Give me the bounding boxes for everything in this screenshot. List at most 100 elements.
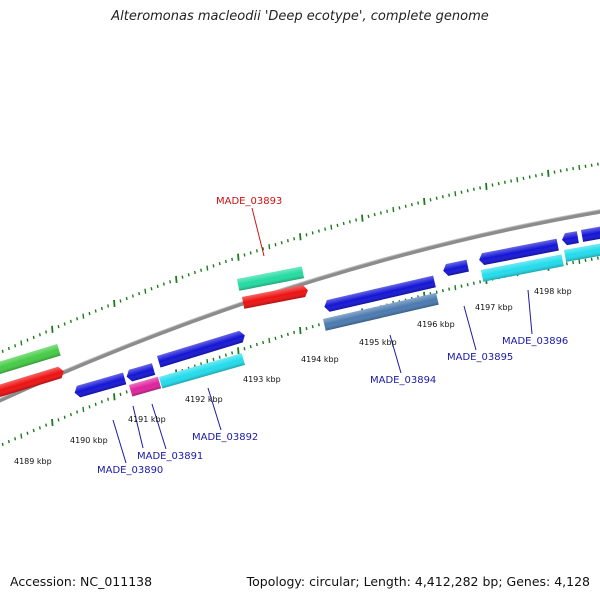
tick-mark bbox=[224, 353, 227, 357]
tick-mark bbox=[317, 323, 320, 327]
tick-mark bbox=[82, 313, 85, 319]
tick-mark bbox=[336, 223, 339, 228]
tick-mark bbox=[193, 270, 196, 275]
kbp-label: 4189 kbp bbox=[14, 457, 52, 466]
tick-mark bbox=[417, 201, 420, 205]
tick-mark bbox=[51, 325, 54, 333]
kbp-label: 4192 kbp bbox=[185, 395, 223, 404]
tick-mark bbox=[293, 330, 296, 335]
genome-backbone bbox=[0, 209, 600, 403]
tick-mark bbox=[100, 306, 103, 311]
tick-mark bbox=[510, 179, 513, 183]
tick-mark bbox=[218, 355, 221, 359]
kbp-labels: 4189 kbp 4190 kbp 4191 kbp 4192 kbp 4193… bbox=[14, 287, 572, 466]
gene-label-made-03896[interactable]: MADE_03896 bbox=[502, 336, 568, 347]
tick-mark bbox=[324, 227, 327, 231]
tick-mark bbox=[200, 362, 203, 366]
tick-mark bbox=[305, 233, 308, 237]
tick-mark bbox=[565, 262, 568, 266]
tick-mark bbox=[69, 412, 72, 417]
tick-mark bbox=[76, 317, 79, 321]
tick-mark bbox=[522, 176, 525, 180]
tick-mark bbox=[503, 180, 506, 184]
tick-mark bbox=[268, 244, 271, 250]
tick-mark bbox=[14, 437, 17, 441]
tick-mark bbox=[138, 291, 141, 296]
gene-label-made-03891[interactable]: MADE_03891 bbox=[137, 451, 203, 462]
tick-mark bbox=[94, 309, 97, 313]
tick-mark bbox=[38, 333, 41, 337]
tick-mark bbox=[441, 195, 444, 199]
tick-mark bbox=[200, 268, 203, 272]
tick-mark bbox=[472, 187, 475, 191]
tick-mark bbox=[243, 347, 246, 351]
tick-mark bbox=[38, 426, 41, 430]
outer-tick-ring bbox=[1, 162, 599, 353]
tick-mark bbox=[578, 164, 581, 171]
gene-label-made-03894[interactable]: MADE_03894 bbox=[370, 375, 436, 386]
tick-mark bbox=[355, 218, 358, 222]
tick-mark bbox=[249, 344, 252, 349]
gene-label-made-03895[interactable]: MADE_03895 bbox=[447, 352, 513, 363]
tick-mark bbox=[454, 285, 457, 291]
tick-mark bbox=[559, 169, 562, 173]
kbp-label: 4195 kbp bbox=[359, 338, 397, 347]
tick-mark bbox=[485, 182, 488, 191]
tick-mark bbox=[162, 282, 165, 286]
tick-mark bbox=[187, 273, 190, 277]
kbp-label: 4190 kbp bbox=[70, 436, 108, 445]
tick-mark bbox=[69, 319, 72, 323]
tick-mark bbox=[119, 299, 122, 303]
tick-mark bbox=[212, 264, 215, 268]
tick-mark bbox=[534, 174, 537, 178]
tick-mark bbox=[584, 164, 587, 168]
tick-mark bbox=[541, 172, 544, 177]
tick-mark bbox=[584, 258, 587, 262]
gene-label-made-03890[interactable]: MADE_03890 bbox=[97, 465, 163, 476]
kbp-label: 4197 kbp bbox=[475, 303, 513, 312]
tick-mark bbox=[57, 418, 60, 422]
tick-mark bbox=[410, 202, 413, 207]
tick-mark bbox=[224, 259, 227, 264]
tick-mark bbox=[317, 229, 320, 233]
tick-mark bbox=[107, 397, 110, 401]
tick-mark bbox=[435, 290, 438, 294]
tick-mark bbox=[88, 311, 91, 316]
tick-mark bbox=[547, 169, 550, 177]
gene-label-made-03892[interactable]: MADE_03892 bbox=[192, 432, 258, 443]
tick-mark bbox=[361, 214, 364, 222]
tick-mark bbox=[51, 418, 54, 427]
tick-mark bbox=[305, 326, 308, 331]
tick-mark bbox=[144, 288, 147, 294]
tick-mark bbox=[404, 204, 407, 208]
tick-mark bbox=[94, 402, 97, 406]
tick-mark bbox=[206, 265, 209, 271]
tick-mark bbox=[516, 177, 519, 183]
tick-mark bbox=[572, 166, 575, 171]
tick-mark bbox=[169, 280, 172, 284]
kbp-label: 4198 kbp bbox=[534, 287, 572, 296]
tick-mark bbox=[218, 262, 221, 266]
tick-mark bbox=[448, 287, 451, 291]
tick-mark bbox=[119, 392, 122, 396]
tick-mark bbox=[7, 346, 10, 351]
tick-mark bbox=[274, 336, 277, 341]
tick-mark bbox=[113, 299, 116, 308]
tick-mark bbox=[472, 281, 475, 285]
tick-mark bbox=[330, 224, 333, 230]
tick-mark bbox=[45, 330, 48, 334]
forward-strand-genes bbox=[0, 225, 600, 375]
tick-mark bbox=[243, 253, 246, 257]
tick-mark bbox=[212, 357, 215, 362]
tick-mark bbox=[379, 211, 382, 215]
tick-mark bbox=[367, 214, 370, 219]
tick-mark bbox=[590, 163, 593, 167]
tick-mark bbox=[454, 191, 457, 197]
tick-mark bbox=[299, 233, 302, 241]
tick-mark bbox=[386, 209, 389, 213]
gene-label-made-03893[interactable]: MADE_03893 bbox=[216, 196, 282, 207]
tick-mark bbox=[76, 410, 79, 414]
tick-mark bbox=[32, 335, 35, 340]
tick-mark bbox=[57, 325, 60, 329]
tick-mark bbox=[131, 294, 134, 298]
